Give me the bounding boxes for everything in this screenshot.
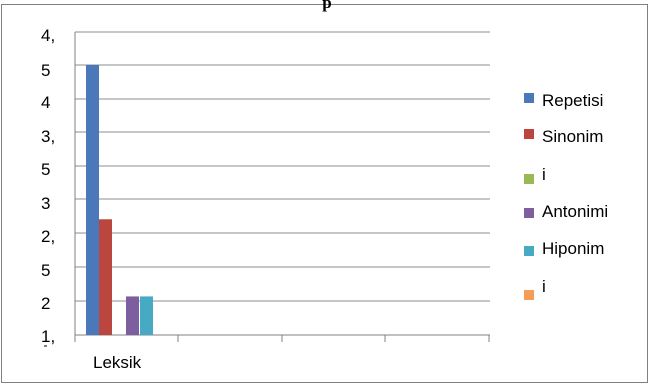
legend-label: Sinonim (542, 127, 603, 146)
y-tick-label: 5 (41, 261, 50, 280)
legend-swatch (524, 246, 534, 256)
legend-label: i (542, 165, 546, 184)
y-tick-label: 5 (41, 160, 50, 179)
bar-hiponim (140, 296, 153, 335)
legend-label: i (542, 277, 546, 296)
legend-swatch (524, 174, 534, 184)
y-tick-label: 2 (41, 294, 50, 313)
y-tick-label: 3, (41, 127, 55, 146)
legend-swatch (524, 208, 534, 218)
legend-swatch (524, 290, 534, 300)
bar-repetisi (86, 65, 99, 335)
y-tick-label: 1, (41, 327, 55, 346)
x-category-label: Leksik (93, 353, 142, 372)
bar-sinonim (99, 219, 112, 335)
legend-label: Antonimi (542, 202, 608, 221)
y-tick-label: 4, (41, 26, 55, 45)
bar-antonimi (126, 296, 139, 335)
y-tick-label: 3 (41, 194, 50, 213)
y-tick-label: 5 (41, 61, 50, 80)
legend-label: Hiponim (542, 239, 604, 258)
chart-title: p (322, 0, 332, 12)
legend-swatch (524, 93, 534, 103)
y-tick-label: 4 (41, 93, 50, 112)
legend-label: Repetisi (542, 91, 603, 110)
y-tick-label: 2, (41, 227, 55, 246)
legend-swatch (524, 129, 534, 139)
